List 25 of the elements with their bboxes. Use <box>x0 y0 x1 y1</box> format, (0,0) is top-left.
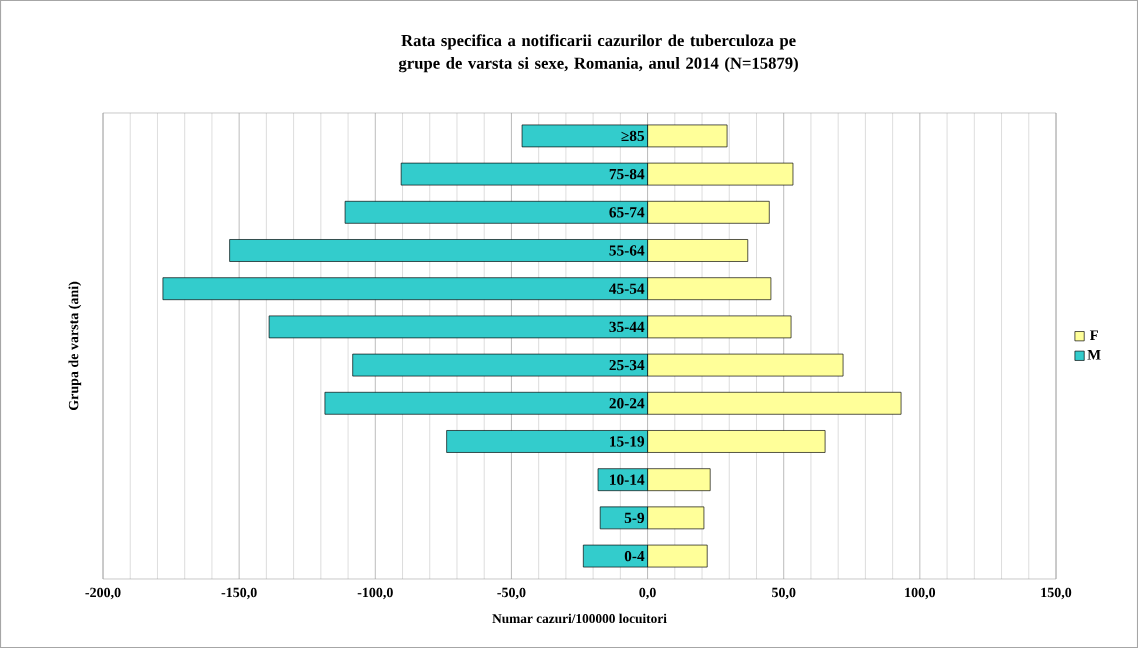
x-tick-label: -200,0 <box>85 587 121 600</box>
y-tick-label: 55-64 <box>609 245 645 256</box>
y-tick-label: 10-14 <box>610 474 645 485</box>
x-axis-title: Numar cazuri/100000 locuitori <box>492 613 667 624</box>
y-tick-label: 75-84 <box>609 168 645 180</box>
x-tick-label: 150,0 <box>1041 587 1072 600</box>
y-tick-label: 0-4 <box>624 550 645 562</box>
y-tick-label: 5-9 <box>624 512 645 524</box>
legend-label: M <box>1087 349 1101 360</box>
x-tick-label: -50,0 <box>497 587 526 600</box>
y-tick-label: 15-19 <box>610 436 645 447</box>
x-tick-label: 100,0 <box>905 587 936 600</box>
y-tick-label: 20-24 <box>609 398 645 409</box>
y-tick-label: 45-54 <box>609 283 645 294</box>
x-tick-label: 0,0 <box>639 587 656 600</box>
legend-label: F <box>1089 330 1098 340</box>
y-axis-title: Grupa de varsta (ani) <box>68 281 82 411</box>
y-tick-label: 25-34 <box>609 359 645 371</box>
x-tick-label: -150,0 <box>221 587 257 600</box>
y-tick-label: 65-74 <box>609 207 645 218</box>
y-tick-label: ≥85 <box>621 130 645 142</box>
x-tick-label: -100,0 <box>357 587 393 600</box>
y-tick-label: 35-44 <box>609 321 645 333</box>
chart-title: Rata specifica a notificarii cazurilor de tuberculoza pe grupe de varsta si sexe, Romania, anul 2014 (N=15879) <box>398 34 798 73</box>
x-tick-label: 50,0 <box>772 587 796 600</box>
